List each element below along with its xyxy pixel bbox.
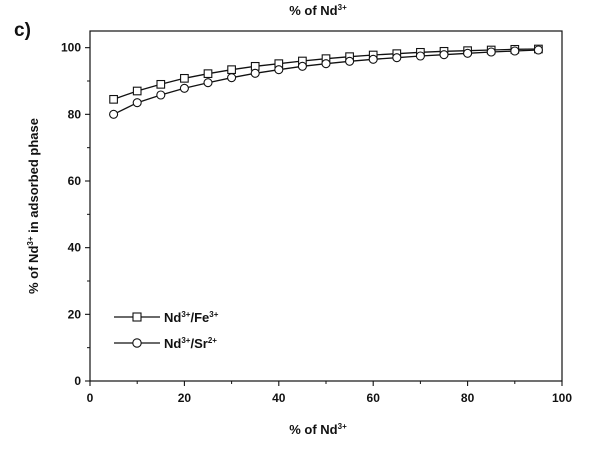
- data-point-sr: [486, 47, 496, 57]
- data-point-sr: [274, 65, 284, 75]
- x-tick-label: 100: [552, 391, 572, 405]
- x-tick-label: 80: [461, 391, 475, 405]
- data-point-sr: [463, 48, 473, 58]
- data-point-sr: [439, 50, 449, 60]
- data-point-sr: [109, 109, 119, 119]
- legend-label-sr: Nd3+/Sr2+: [164, 336, 217, 351]
- x-tick-label: 20: [178, 391, 192, 405]
- data-point-sr: [179, 83, 189, 93]
- data-point-sr: [250, 68, 260, 78]
- data-point-sr: [203, 78, 213, 88]
- legend-entry-sr: Nd3+/Sr2+: [114, 336, 217, 351]
- data-point-sr: [368, 54, 378, 64]
- y-tick-label: 40: [68, 241, 82, 255]
- x-tick-label: 40: [272, 391, 286, 405]
- legend-square-marker: [132, 312, 142, 322]
- legend-entry-fe: Nd3+/Fe3+: [114, 310, 219, 325]
- x-axis-ticks: 0 20 40 60 80 100: [87, 381, 572, 405]
- y-tick-label: 60: [68, 174, 82, 188]
- data-point-sr: [345, 56, 355, 66]
- chart-title: % of Nd3+: [289, 3, 347, 18]
- data-point-sr: [415, 51, 425, 61]
- legend: Nd3+/Fe3+ Nd3+/Sr2+: [114, 310, 219, 351]
- data-point-fe: [132, 86, 142, 96]
- data-point-fe: [227, 65, 236, 75]
- data-point-fe: [180, 73, 189, 83]
- legend-circle-marker: [132, 338, 142, 348]
- x-tick-label: 0: [87, 391, 94, 405]
- data-point-sr: [132, 98, 142, 108]
- data-point-sr: [533, 45, 543, 55]
- x-tick-label: 60: [367, 391, 381, 405]
- y-tick-label: 20: [68, 307, 82, 321]
- data-point-sr: [297, 61, 307, 71]
- data-point-fe: [156, 79, 166, 89]
- data-point-sr: [227, 73, 237, 83]
- legend-label-fe: Nd3+/Fe3+: [164, 310, 219, 325]
- panel-label: c): [14, 20, 31, 41]
- y-tick-label: 0: [74, 374, 81, 388]
- data-point-sr: [510, 46, 520, 56]
- y-axis-label: % of Nd3+ in adsorbed phase: [26, 118, 41, 294]
- data-point-fe: [109, 94, 118, 104]
- data-point-sr: [156, 90, 166, 100]
- data-point-sr: [392, 53, 402, 63]
- y-tick-label: 80: [68, 107, 82, 121]
- x-axis-label: % of Nd3+: [289, 422, 347, 437]
- data-point-sr: [321, 59, 331, 69]
- y-axis-ticks: 0 20 40 60 80 100: [61, 41, 90, 388]
- series-layer: [109, 44, 543, 119]
- y-tick-label: 100: [61, 41, 81, 55]
- data-point-fe: [203, 69, 213, 79]
